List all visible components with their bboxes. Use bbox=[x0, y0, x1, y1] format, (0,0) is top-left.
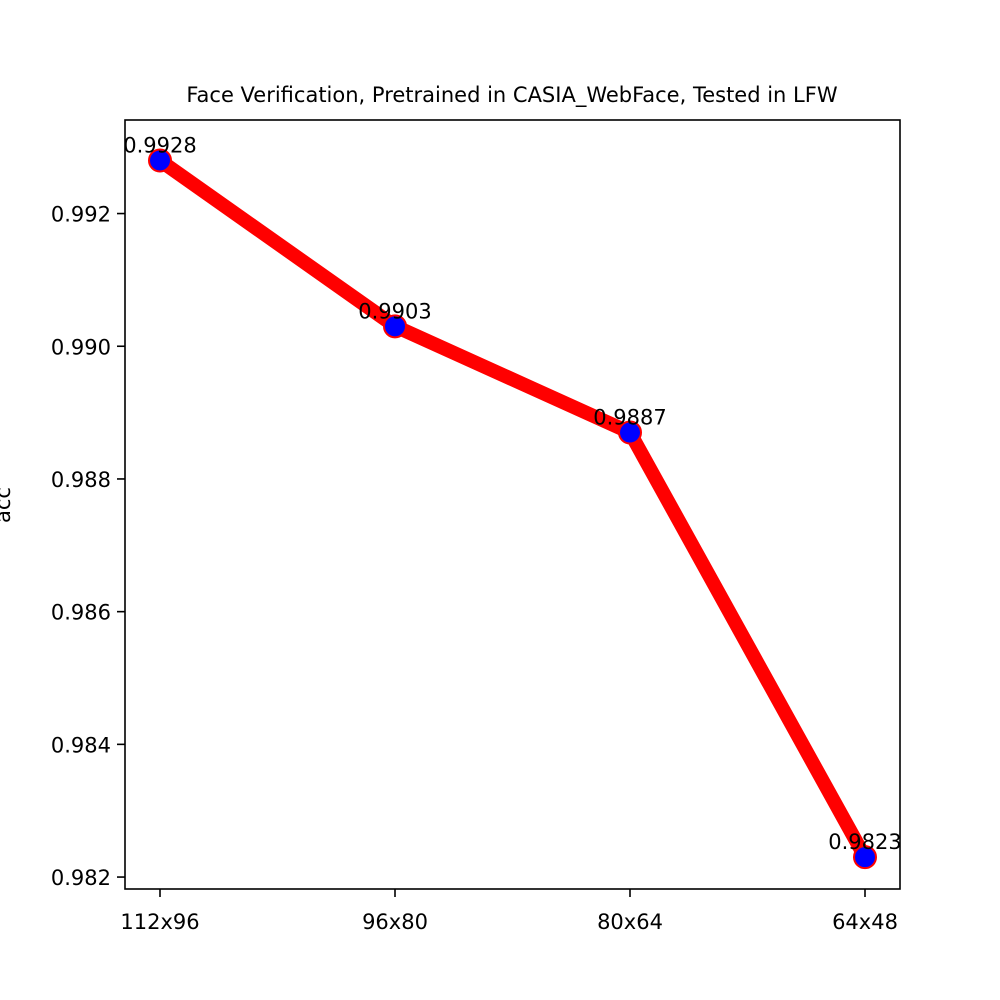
y-tick-label: 0.988 bbox=[51, 468, 111, 492]
x-tick-label: 64x48 bbox=[832, 910, 898, 934]
data-point-marker bbox=[618, 420, 642, 445]
chart-title: Face Verification, Pretrained in CASIA_W… bbox=[186, 83, 837, 108]
y-axis-label: acc bbox=[0, 487, 15, 523]
data-label: 0.9823 bbox=[828, 830, 901, 854]
x-tick-label: 112x96 bbox=[120, 910, 199, 934]
y-tick-label: 0.984 bbox=[51, 733, 111, 757]
series-line bbox=[155, 154, 872, 861]
plot-area: 0.9928 0.9903 0.9887 0.9823 bbox=[123, 133, 902, 870]
data-label: 0.9903 bbox=[358, 299, 431, 323]
axis-ticks: 112x96 96x80 80x64 64x48 0.982 0.984 0.986 0.98… bbox=[51, 203, 898, 934]
data-label: 0.9887 bbox=[593, 406, 666, 430]
x-tick-label: 96x80 bbox=[362, 910, 428, 934]
y-tick-label: 0.982 bbox=[51, 866, 111, 890]
y-tick-label: 0.986 bbox=[51, 601, 111, 625]
data-point-marker bbox=[383, 314, 407, 339]
data-point-marker bbox=[853, 845, 877, 870]
data-label: 0.9928 bbox=[123, 133, 196, 157]
x-tick-label: 80x64 bbox=[597, 910, 663, 934]
y-tick-label: 0.990 bbox=[51, 335, 111, 359]
data-point-marker bbox=[148, 148, 172, 173]
axes-frame bbox=[124, 119, 901, 890]
y-tick-label: 0.992 bbox=[51, 203, 111, 227]
